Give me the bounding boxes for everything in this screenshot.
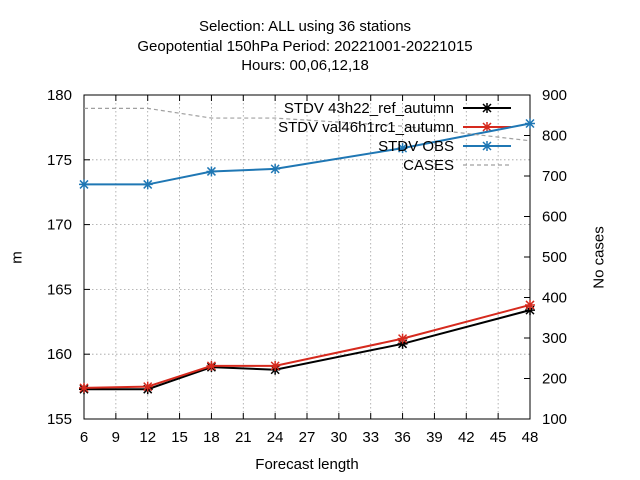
y-tick-label: 175 — [47, 152, 72, 169]
series-point-0 — [525, 305, 535, 316]
legend-marker-1 — [482, 122, 492, 132]
chart-title-line-2: Geopotential 150hPa Period: 20221001-202… — [137, 38, 473, 55]
x-tick-label: 36 — [394, 429, 411, 446]
x-tick-label: 21 — [235, 429, 252, 446]
y2-tick-label: 100 — [542, 411, 567, 428]
series-point-2 — [525, 118, 535, 129]
series-point-2 — [270, 163, 281, 174]
y2-tick-label: 900 — [542, 87, 567, 104]
series-point-2 — [397, 143, 408, 154]
x-tick-label: 18 — [203, 429, 220, 446]
y2-tick-label: 200 — [542, 371, 567, 388]
x-tick-label: 24 — [267, 429, 284, 446]
legend-marker-0 — [482, 103, 492, 113]
y-tick-label: 170 — [47, 217, 72, 234]
series-point-1 — [270, 360, 281, 371]
y-tick-label: 180 — [47, 87, 72, 104]
y2-tick-label: 700 — [542, 168, 567, 185]
legend-marker-2 — [482, 141, 492, 151]
x-tick-label: 45 — [490, 429, 507, 446]
series-point-0 — [397, 338, 408, 349]
y-tick-label: 165 — [47, 281, 72, 298]
x-tick-label: 39 — [426, 429, 443, 446]
y2-tick-label: 600 — [542, 209, 567, 226]
series-line-1 — [83, 303, 531, 389]
chart-title-line-1: Selection: ALL using 36 stations — [198, 18, 412, 35]
y-tick-label: 155 — [47, 411, 72, 428]
x-tick-label: 30 — [331, 429, 348, 446]
y-tick-label: 160 — [47, 346, 72, 363]
y-axis-label: m — [8, 251, 26, 264]
x-tick-label: 33 — [362, 429, 379, 446]
legend-label-cases: CASES — [403, 157, 454, 174]
series-point-1 — [206, 360, 217, 371]
y2-tick-label: 500 — [542, 249, 567, 266]
series-line-0 — [84, 309, 531, 391]
series-point-2 — [142, 179, 153, 190]
x-tick-label: 9 — [112, 429, 120, 446]
series-line-2 — [84, 122, 531, 186]
x-tick-label: 15 — [171, 429, 188, 446]
series-point-1 — [79, 382, 89, 393]
x-tick-label: 42 — [458, 429, 475, 446]
x-axis-label: Forecast length — [255, 456, 359, 473]
x-tick-label: 12 — [139, 429, 156, 446]
y2-tick-label: 400 — [542, 290, 567, 307]
series-point-2 — [79, 179, 89, 190]
y2-tick-label: 800 — [542, 128, 567, 145]
x-tick-label: 6 — [80, 429, 88, 446]
series-point-1 — [397, 333, 408, 344]
y2-axis-label: No cases — [590, 226, 608, 289]
series-point-2 — [206, 166, 217, 177]
legend-label-obs: STDV OBS — [378, 138, 454, 155]
legend-label-ref: STDV 43h22_ref_autumn — [283, 100, 454, 117]
x-tick-label: 27 — [299, 429, 316, 446]
series-point-1 — [525, 299, 535, 310]
legend-label-val: STDV val46h1rc1_autumn — [278, 119, 454, 136]
x-tick-label: 48 — [522, 429, 539, 446]
series-point-1 — [142, 381, 153, 392]
chart-title-line-3: Hours: 00,06,12,18 — [241, 57, 369, 74]
y2-tick-label: 300 — [542, 330, 567, 347]
